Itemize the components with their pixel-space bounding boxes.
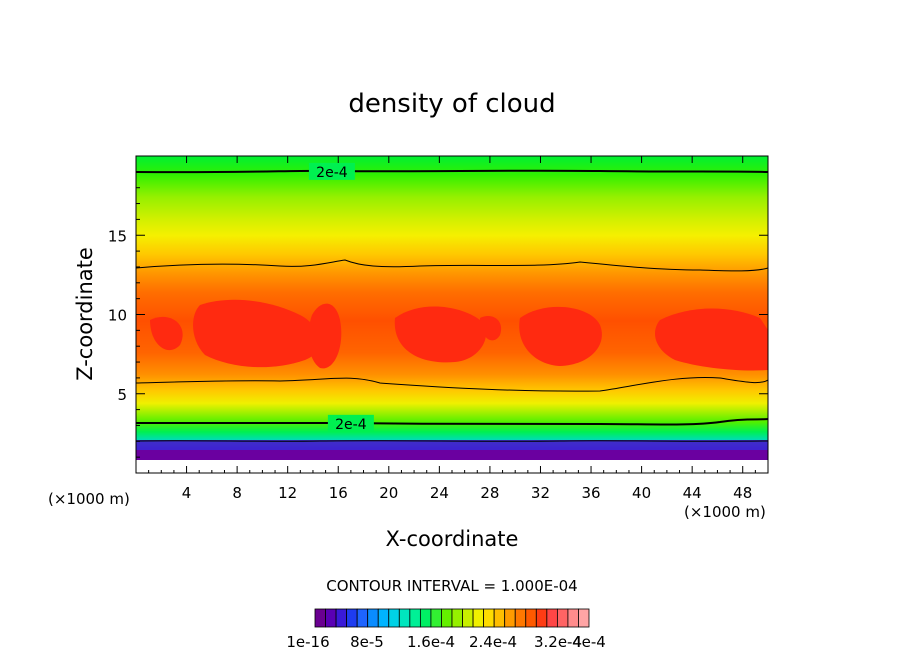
below-cloud-region	[136, 460, 768, 473]
core-blob	[480, 315, 502, 341]
core-blob	[150, 316, 183, 351]
colorbar-swatch	[483, 608, 495, 628]
colorbar-swatch	[525, 608, 537, 628]
core-blob	[394, 306, 486, 363]
colorbar-swatch	[335, 608, 348, 628]
colorbar-tick-label: 4e-4	[572, 633, 606, 651]
x-tick-label: 20	[379, 484, 398, 502]
x-tick-label: 32	[531, 484, 550, 502]
x-tick-label: 44	[683, 484, 702, 502]
colorbar-tick-label: 2.4e-4	[469, 633, 517, 651]
colorbar-swatch	[472, 608, 485, 628]
colorbar-swatch	[546, 608, 558, 628]
x-tick-label: 40	[632, 484, 651, 502]
colorbar-swatch	[388, 608, 400, 628]
x-tick-label: 36	[581, 484, 600, 502]
colorbar-swatch	[462, 608, 474, 628]
core-blob	[308, 303, 342, 369]
contour-line	[136, 259, 768, 272]
colorbar-swatch	[535, 608, 548, 628]
contour-line	[136, 418, 768, 426]
colorbar-swatch	[398, 608, 411, 628]
colorbar-swatch	[567, 608, 579, 628]
contour-interval-note: CONTOUR INTERVAL = 1.000E-04	[326, 577, 577, 595]
core-blob	[193, 299, 320, 368]
x-tick-label: 4	[182, 484, 192, 502]
colorbar-swatch	[441, 608, 453, 628]
colorbar-labels: 1e-16 8e-5 1.6e-4 2.4e-4 3.2e-44e-4	[286, 633, 606, 651]
colorbar-swatch	[346, 608, 358, 628]
colorbar-swatch	[556, 608, 569, 628]
x-tick-label: 48	[733, 484, 752, 502]
colorbar-swatch	[314, 608, 326, 628]
colorbar-swatch	[578, 608, 590, 628]
z-unit-label: (×1000 m)	[684, 503, 766, 521]
contour-line	[136, 440, 768, 442]
contour-field	[136, 156, 768, 473]
contour-line	[136, 169, 768, 174]
y-axis-title: Z-coordinate	[73, 247, 97, 381]
y-axis-ticks: 5 10 15	[108, 171, 768, 458]
contour-label-backdrop	[308, 162, 355, 180]
contour-line	[136, 377, 768, 392]
colorbar-swatch	[504, 608, 516, 628]
contour-label-backdrop	[327, 414, 374, 432]
x-tick-label: 16	[329, 484, 348, 502]
chart-title: density of cloud	[348, 89, 555, 119]
colorbar-swatch	[367, 608, 379, 628]
colorbar-tick-label: 3.2e-4	[534, 633, 582, 651]
x-tick-label: 24	[430, 484, 449, 502]
colorbar-tick-label: 1.6e-4	[407, 633, 455, 651]
contour-labels: 2e-4 2e-4	[308, 162, 374, 433]
y-tick-label: 15	[108, 227, 127, 245]
contour-label: 2e-4	[335, 417, 367, 433]
colorbar-tick-label: 8e-5	[350, 633, 384, 651]
colorbar-swatch	[325, 608, 337, 628]
colorbar-swatch	[377, 608, 390, 628]
colorbar-swatch	[451, 608, 463, 628]
colorbar-swatch	[356, 608, 369, 628]
colorbar-tick-label: 1e-16	[286, 633, 329, 651]
colorbar-swatch	[493, 608, 506, 628]
y-tick-label: 10	[108, 307, 127, 325]
contour-label: 2e-4	[316, 165, 348, 181]
colorbar-swatch	[419, 608, 432, 628]
x-axis-ticks: 4 8 12 16 20 24 28 32 36 40 44 48	[148, 156, 756, 502]
colorbar-swatch	[430, 608, 442, 628]
x-tick-label: 28	[480, 484, 499, 502]
core-blob	[655, 308, 768, 371]
colorbar	[314, 608, 590, 628]
x-unit-label: (×1000 m)	[48, 490, 130, 508]
x-tick-label: 12	[278, 484, 297, 502]
x-tick-label: 8	[232, 484, 242, 502]
core-blob	[519, 306, 602, 366]
colorbar-swatch	[514, 608, 527, 628]
low-density-band	[136, 450, 768, 460]
colorbar-swatch	[409, 608, 421, 628]
y-tick-label: 5	[117, 386, 127, 404]
x-axis-title: X-coordinate	[386, 527, 519, 551]
